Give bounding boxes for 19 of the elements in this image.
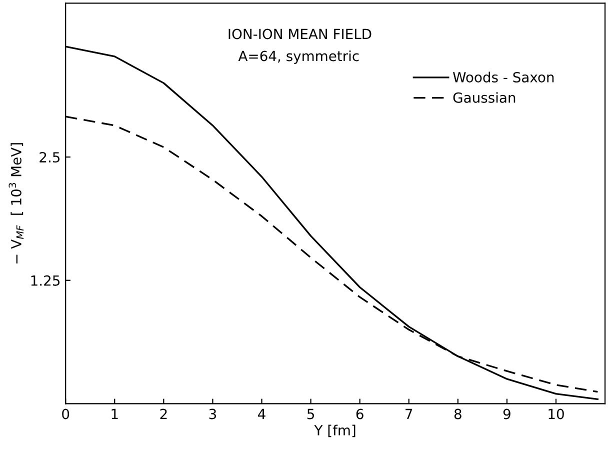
x-tick-label: 6 [356, 408, 364, 420]
x-tick-label: 8 [454, 408, 462, 420]
annotation: ION-ION MEAN FIELD [228, 28, 372, 40]
x-tick-label: 3 [209, 408, 216, 420]
legend-label: Gaussian [453, 92, 516, 103]
y-tick-label: 2.5 [40, 152, 60, 163]
y-tick-label: 1.25 [31, 275, 60, 286]
x-tick-label: 4 [258, 408, 266, 420]
x-tick-label: 10 [548, 408, 564, 420]
x-tick-label: 7 [406, 408, 412, 420]
x-tick-label: 0 [62, 408, 70, 420]
x-axis-title: Y [fm] [314, 424, 356, 438]
x-tick-label: 9 [503, 408, 510, 420]
annotation: A=64, symmetric [238, 50, 359, 64]
x-tick-label: 5 [307, 408, 314, 420]
x-tick-label: 2 [160, 408, 167, 420]
legend-label: Woods - Saxon [453, 72, 554, 82]
y-axis-title: − V$_{MF}$ [ 10$^{3}$ MeV] [8, 143, 24, 264]
x-tick-label: 1 [112, 408, 118, 420]
